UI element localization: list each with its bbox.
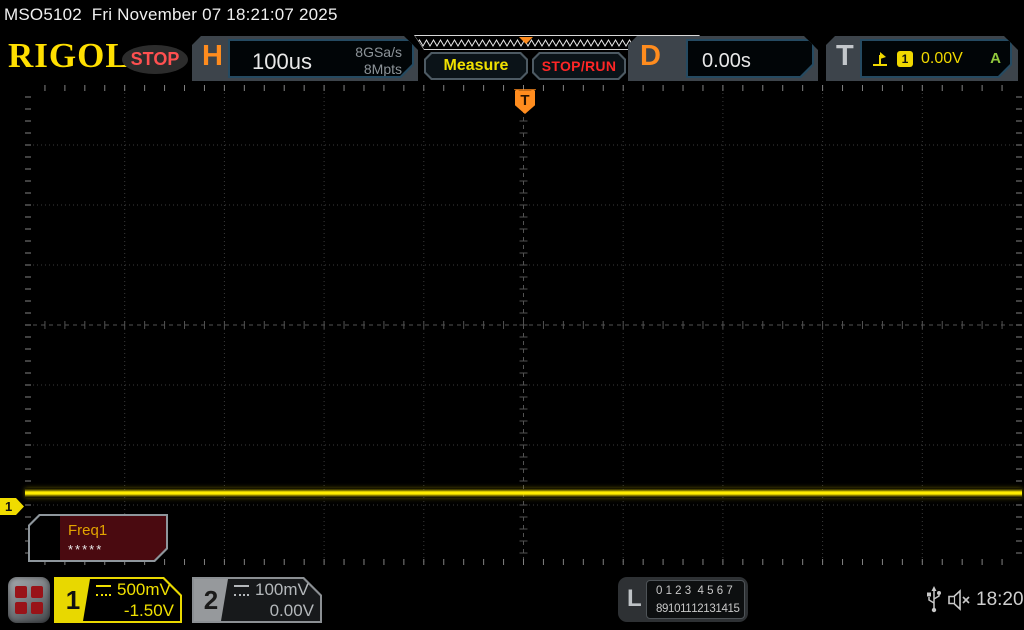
channel1-status-box[interactable]: 1 500mV -1.50V bbox=[54, 577, 182, 623]
trigger-slope-icon bbox=[871, 50, 889, 68]
channel1-offset: -1.50V bbox=[123, 601, 174, 620]
channel2-dc-coupling-icon bbox=[234, 584, 249, 596]
channel1-number-tab[interactable]: 1 bbox=[56, 579, 90, 621]
stop-run-button[interactable]: STOP/RUN bbox=[532, 52, 626, 80]
speaker-muted-icon[interactable] bbox=[947, 589, 973, 611]
channel2-status-box[interactable]: 2 100mV 0.00V bbox=[192, 577, 322, 623]
trigger-box[interactable]: 1 0.00V A bbox=[860, 39, 1012, 78]
logic-row-8-15: 8 9 10 11 12 13 14 15 bbox=[656, 602, 740, 615]
trigger-t-badge[interactable]: T bbox=[515, 91, 535, 114]
trigger-settings-group[interactable]: T 1 0.00V A bbox=[826, 36, 1018, 81]
delay-label: D bbox=[640, 40, 661, 72]
logic-channels-box[interactable]: L 0 1 2 3 4 5 6 7 8 9 10 11 12 13 14 15 bbox=[618, 577, 748, 622]
measurement-value: ***** bbox=[68, 542, 104, 557]
delay-value: 0.00s bbox=[702, 50, 751, 72]
timebase-value: 100us bbox=[252, 49, 312, 74]
channel1-ground-marker[interactable]: 1 bbox=[0, 498, 24, 515]
horizontal-settings-group[interactable]: H 100us 8GSa/s 8Mpts bbox=[192, 36, 418, 81]
usb-icon bbox=[927, 586, 941, 613]
acquisition-status-badge: STOP bbox=[122, 45, 188, 74]
delay-box[interactable]: 0.00s bbox=[686, 39, 814, 78]
measurement-result-box[interactable]: Freq1 ***** bbox=[28, 514, 168, 562]
horizontal-label: H bbox=[202, 40, 223, 72]
logic-row-0-7: 0 1 2 3 4 5 6 7 bbox=[656, 585, 733, 597]
channel1-scale: 500mV bbox=[117, 580, 171, 599]
trigger-position-marker[interactable]: T bbox=[513, 84, 537, 114]
graticule bbox=[25, 85, 1022, 565]
measurement-title: Freq1 bbox=[68, 522, 108, 539]
trigger-level-value: 0.00V bbox=[921, 49, 963, 67]
channel1-trace bbox=[25, 488, 1022, 498]
logic-label: L bbox=[627, 585, 642, 612]
trigger-mode: A bbox=[990, 50, 1001, 67]
delay-settings-group[interactable]: D 0.00s bbox=[628, 36, 818, 81]
sample-rate-memdepth: 8GSa/s 8Mpts bbox=[355, 44, 402, 77]
timebase-box[interactable]: 100us 8GSa/s 8Mpts bbox=[228, 39, 414, 78]
channel2-offset: 0.00V bbox=[269, 601, 314, 620]
preview-trigger-position-icon bbox=[519, 37, 533, 44]
window-title: MSO5102 Fri November 07 18:21:07 2025 bbox=[4, 5, 338, 24]
clock: 18:20 bbox=[976, 589, 1024, 610]
grid-cell-icon bbox=[15, 586, 27, 598]
channel1-dc-coupling-icon bbox=[96, 584, 111, 596]
grid-lines bbox=[25, 85, 1022, 565]
rigol-logo: RIGOL bbox=[8, 36, 130, 75]
measure-button[interactable]: Measure bbox=[424, 52, 528, 80]
trigger-source-badge: 1 bbox=[897, 51, 913, 67]
function-grid-button[interactable] bbox=[8, 577, 50, 623]
channel2-scale: 100mV bbox=[255, 580, 309, 599]
grid-cell-icon bbox=[31, 602, 43, 614]
grid-cell-icon bbox=[15, 602, 27, 614]
grid-cell-icon bbox=[31, 586, 43, 598]
trigger-label: T bbox=[836, 40, 854, 72]
